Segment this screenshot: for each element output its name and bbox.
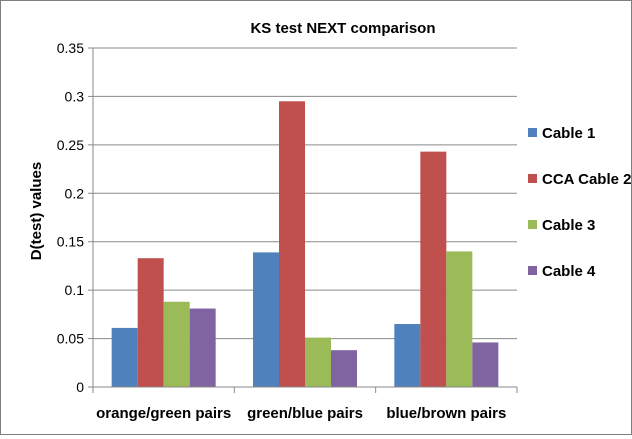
- legend-label: CCA Cable 2: [542, 171, 631, 188]
- y-tick-label: 0.2: [65, 185, 85, 201]
- x-tick-label: blue/brown pairs: [386, 405, 506, 422]
- legend-label: Cable 1: [542, 125, 595, 142]
- bar-cable-1-0: [111, 327, 138, 387]
- bar-cable-1-2: [394, 324, 421, 387]
- x-tick-label: orange/green pairs: [96, 405, 231, 422]
- bar-cable-4-1: [331, 350, 357, 387]
- legend-label: Cable 3: [542, 217, 595, 234]
- legend-swatch: [528, 128, 537, 137]
- bar-cable-4-2: [472, 342, 499, 387]
- bars: [111, 101, 499, 388]
- y-tick-label: 0.35: [57, 40, 84, 56]
- y-axis: 0 0.05 0.1 0.15 0.2 0.25 0.3 0.35: [57, 40, 94, 395]
- chart-title: KS test NEXT comparison: [250, 20, 435, 37]
- legend-label: Cable 4: [542, 263, 596, 280]
- y-tick-label: 0: [76, 379, 84, 395]
- y-tick-label: 0.3: [65, 88, 85, 104]
- y-axis-label: D(test) values: [28, 162, 45, 260]
- bar-cable-1-1: [253, 252, 279, 387]
- bar-cca-cable-2-0: [137, 258, 164, 387]
- legend-swatch: [528, 266, 537, 275]
- y-tick-label: 0.05: [57, 331, 84, 347]
- y-tick-label: 0.25: [57, 137, 84, 153]
- bar-cca-cable-2-2: [420, 151, 447, 387]
- bar-cable-3-1: [305, 337, 331, 387]
- bar-cable-4-0: [189, 308, 216, 387]
- bar-cca-cable-2-1: [279, 101, 305, 388]
- bar-cable-3-2: [446, 251, 473, 387]
- x-axis: orange/green pairs green/blue pairs blue/b…: [92, 386, 518, 422]
- y-tick-label: 0.15: [57, 234, 84, 250]
- legend-swatch: [528, 174, 537, 183]
- bar-cable-3-0: [163, 301, 190, 387]
- x-tick-label: green/blue pairs: [247, 405, 363, 422]
- y-tick-label: 0.1: [65, 282, 85, 298]
- legend-swatch: [528, 220, 537, 229]
- legend: Cable 1 CCA Cable 2 Cable 3 Cable 4: [528, 125, 631, 280]
